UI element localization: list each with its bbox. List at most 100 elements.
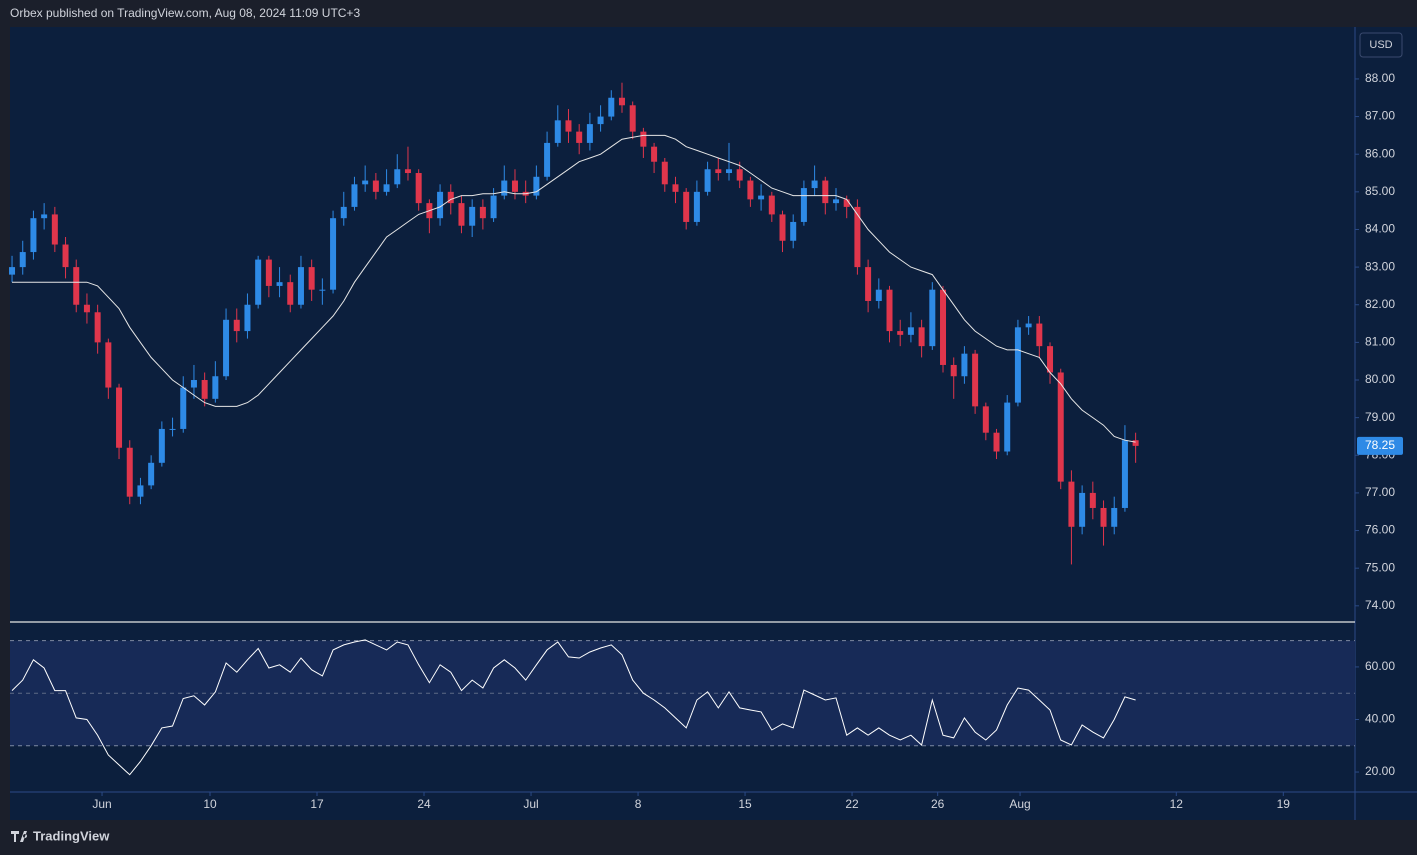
candle-body [244, 304, 251, 332]
x-tick-label: Jun [92, 797, 111, 811]
candle-body [533, 176, 540, 196]
candle-body [212, 376, 219, 399]
candle-body [73, 267, 80, 305]
candle-body [768, 195, 775, 215]
y-tick-label: 81.00 [1365, 335, 1395, 349]
candle-body [415, 173, 422, 204]
y-tick-label: 75.00 [1365, 560, 1395, 574]
candle-body [918, 327, 925, 347]
moving-average-line [12, 134, 1136, 443]
y-tick-label: 77.00 [1365, 485, 1395, 499]
x-tick-label: 17 [310, 797, 324, 811]
candle-body [308, 267, 315, 290]
candle-body [51, 214, 58, 245]
candle-body [1025, 323, 1032, 328]
candle-body [1132, 440, 1139, 446]
candle-body [651, 146, 658, 162]
candle-body [897, 331, 904, 335]
last-price-box [1357, 436, 1403, 455]
plot: 74.0075.0076.0077.0078.0079.0080.0081.00… [9, 71, 1403, 811]
candle-body [618, 97, 625, 106]
candle-body [383, 184, 390, 192]
candle-body [458, 203, 465, 226]
candle-body [1100, 507, 1107, 527]
candle-body [683, 191, 690, 222]
candle-body [576, 131, 583, 143]
candle-body [19, 252, 26, 268]
x-tick-label: 10 [203, 797, 217, 811]
candle-body [319, 289, 326, 291]
candle-body [865, 267, 872, 301]
x-tick-label: 8 [635, 797, 642, 811]
y-tick-label: 79.00 [1365, 410, 1395, 424]
candle-body [126, 447, 133, 497]
candle-body [1121, 440, 1128, 508]
y-tick-label: 83.00 [1365, 259, 1395, 273]
y-tick-label: 85.00 [1365, 184, 1395, 198]
x-tick-label: 19 [1277, 797, 1291, 811]
candle-body [158, 428, 165, 463]
y-tick-label: 86.00 [1365, 146, 1395, 160]
candle-body [704, 169, 711, 192]
candle-body [180, 387, 187, 429]
y-tick-label: 20.00 [1365, 764, 1395, 778]
candle-body [854, 206, 861, 268]
candle-body [758, 195, 765, 200]
y-tick-label: 76.00 [1365, 523, 1395, 537]
candle-body [544, 142, 551, 177]
candle-body [201, 380, 208, 399]
footer-brand: TradingView [33, 828, 110, 843]
candle-body [929, 289, 936, 347]
candle-body [447, 191, 454, 204]
candle-body [351, 184, 358, 207]
candle-body [800, 188, 807, 222]
candle-body [822, 180, 829, 204]
x-tick-label: 22 [845, 797, 859, 811]
candle-body [736, 169, 743, 181]
candle-body [511, 180, 518, 192]
candle-body [993, 432, 1000, 452]
candle-body [287, 282, 294, 305]
y-tick-label: 40.00 [1365, 712, 1395, 726]
candle-body [907, 327, 914, 335]
y-tick-label: 80.00 [1365, 372, 1395, 386]
y-tick-label: 60.00 [1365, 659, 1395, 673]
candle-body [972, 353, 979, 407]
candle-body [404, 169, 411, 174]
candle-body [1057, 372, 1064, 482]
candle-body [693, 191, 700, 222]
candle-body [811, 180, 818, 189]
candle-body [297, 267, 304, 305]
candle-body [190, 380, 197, 388]
candle-body [950, 364, 957, 377]
candle-body [608, 97, 615, 117]
candle-body [715, 169, 722, 174]
candle-body [501, 180, 508, 196]
x-tick-label: 12 [1170, 797, 1184, 811]
candle-body [330, 218, 337, 290]
candle-body [148, 462, 155, 486]
candle-body [940, 289, 947, 365]
x-tick-label: 24 [417, 797, 431, 811]
candle-body [233, 319, 240, 332]
candle-body [94, 312, 101, 343]
candle-body [362, 180, 369, 185]
candle-body [790, 221, 797, 241]
candle-body [490, 195, 497, 219]
candle-body [62, 244, 69, 268]
candle-body [372, 180, 379, 192]
candle-body [725, 169, 732, 174]
last-price-label: 78.25 [1365, 438, 1395, 452]
candle-body [116, 387, 123, 448]
candle-body [961, 353, 968, 377]
candle-body [9, 267, 16, 275]
candle-body [586, 124, 593, 143]
x-tick-label: Jul [523, 797, 538, 811]
candle-body [843, 199, 850, 207]
candle-body [137, 485, 144, 497]
y-tick-label: 87.00 [1365, 109, 1395, 123]
candle-body [672, 184, 679, 192]
candle-body [1068, 481, 1075, 527]
candle-body [437, 191, 444, 219]
